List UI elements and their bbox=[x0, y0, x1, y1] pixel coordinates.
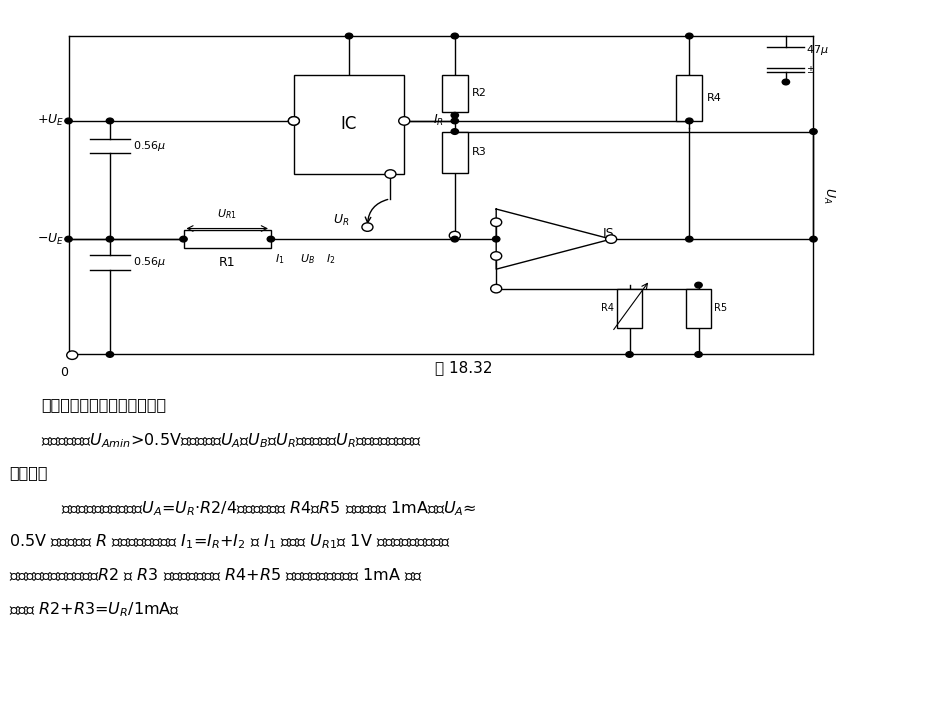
Text: 0: 0 bbox=[60, 366, 69, 379]
Circle shape bbox=[451, 118, 458, 124]
Circle shape bbox=[362, 223, 373, 231]
Text: $I_2$: $I_2$ bbox=[325, 252, 335, 266]
Circle shape bbox=[685, 118, 692, 124]
Circle shape bbox=[399, 117, 410, 125]
Text: R3: R3 bbox=[472, 147, 487, 157]
Circle shape bbox=[490, 284, 502, 293]
Bar bbox=[616, 289, 641, 328]
Text: R2: R2 bbox=[472, 88, 487, 98]
Text: $U_R$: $U_R$ bbox=[332, 213, 349, 228]
Bar bbox=[676, 75, 702, 121]
Text: $-U_E$: $-U_E$ bbox=[37, 231, 64, 246]
Text: 调节输出电压的公式为$U_A$=$U_R$·$R2/4$，在调节支路 $R4$、$R5$ 内的电流约 1mA（在$U_A$≈: 调节输出电压的公式为$U_A$=$U_R$·$R2/4$，在调节支路 $R4$、… bbox=[41, 499, 476, 518]
Text: $+U_E$: $+U_E$ bbox=[37, 113, 64, 128]
Circle shape bbox=[180, 236, 187, 242]
Circle shape bbox=[106, 118, 113, 124]
Text: $47\mu$: $47\mu$ bbox=[806, 43, 828, 57]
Bar bbox=[441, 75, 467, 112]
Text: 放大器有足够的负电压。$R2$ 和 $R3$ 值的选择决定于 $R4$+$R5$ 的值，应使其流过约 1mA 的电: 放大器有足够的负电压。$R2$ 和 $R3$ 值的选择决定于 $R4$+$R5$… bbox=[8, 567, 422, 584]
Text: $U_{R1}$: $U_{R1}$ bbox=[217, 208, 236, 221]
Text: R4: R4 bbox=[706, 93, 721, 103]
Circle shape bbox=[451, 112, 458, 118]
Circle shape bbox=[625, 352, 632, 357]
Text: 该电路适于下列条件下应用：: 该电路适于下列条件下应用： bbox=[41, 397, 166, 412]
Text: 最低输出电压$U_{Amin}$>0.5V。输出电压$U_A$为$U_B$与$U_R$之和，这里$U_R$为集成稳压电路的: 最低输出电压$U_{Amin}$>0.5V。输出电压$U_A$为$U_B$与$U… bbox=[41, 431, 422, 450]
Text: IC: IC bbox=[340, 115, 357, 133]
Circle shape bbox=[106, 236, 113, 242]
Circle shape bbox=[288, 117, 299, 125]
Bar bbox=[294, 75, 404, 174]
Circle shape bbox=[385, 170, 396, 178]
Bar bbox=[184, 231, 271, 248]
Text: R5: R5 bbox=[714, 304, 727, 314]
Circle shape bbox=[809, 236, 817, 242]
Text: R4: R4 bbox=[601, 304, 614, 314]
Circle shape bbox=[267, 236, 274, 242]
Text: R1: R1 bbox=[219, 256, 235, 269]
Circle shape bbox=[492, 236, 500, 242]
Circle shape bbox=[694, 282, 702, 288]
Circle shape bbox=[65, 118, 72, 124]
Text: $I_1$: $I_1$ bbox=[275, 252, 285, 266]
Text: $0.56\mu$: $0.56\mu$ bbox=[133, 256, 166, 269]
Circle shape bbox=[449, 231, 460, 240]
Circle shape bbox=[685, 33, 692, 39]
Text: 流，即 $R2$+$R3$=$U_R$/1mA。: 流，即 $R2$+$R3$=$U_R$/1mA。 bbox=[8, 601, 180, 619]
Circle shape bbox=[65, 236, 72, 242]
Circle shape bbox=[67, 351, 78, 359]
Text: $U_B$: $U_B$ bbox=[299, 252, 315, 266]
Text: IS: IS bbox=[603, 227, 614, 240]
Text: 0.5V 时）。电阻 $R$ 的选择要使方程式 $I_1$=$I_R$+$I_2$ 中 $I_1$ 最小时 $U_{R1}$有 1V 的数值，以确保运算: 0.5V 时）。电阻 $R$ 的选择要使方程式 $I_1$=$I_R$+$I_2… bbox=[8, 533, 450, 551]
Text: 图 18.32: 图 18.32 bbox=[435, 359, 492, 374]
Circle shape bbox=[345, 33, 352, 39]
Circle shape bbox=[451, 33, 458, 39]
Circle shape bbox=[694, 352, 702, 357]
Circle shape bbox=[106, 352, 113, 357]
Bar bbox=[441, 132, 467, 173]
Circle shape bbox=[490, 252, 502, 260]
Text: $U_A$: $U_A$ bbox=[820, 187, 835, 203]
Circle shape bbox=[809, 129, 817, 135]
Circle shape bbox=[685, 236, 692, 242]
Circle shape bbox=[451, 236, 458, 242]
Bar bbox=[685, 289, 711, 328]
Circle shape bbox=[490, 218, 502, 226]
Text: $\pm$: $\pm$ bbox=[806, 64, 814, 75]
Text: 稳压值。: 稳压值。 bbox=[8, 465, 47, 480]
Circle shape bbox=[605, 235, 616, 243]
Circle shape bbox=[288, 117, 299, 125]
Text: $0.56\mu$: $0.56\mu$ bbox=[133, 139, 166, 153]
Text: $I_R$: $I_R$ bbox=[432, 113, 443, 128]
Circle shape bbox=[781, 79, 789, 84]
Circle shape bbox=[451, 129, 458, 135]
